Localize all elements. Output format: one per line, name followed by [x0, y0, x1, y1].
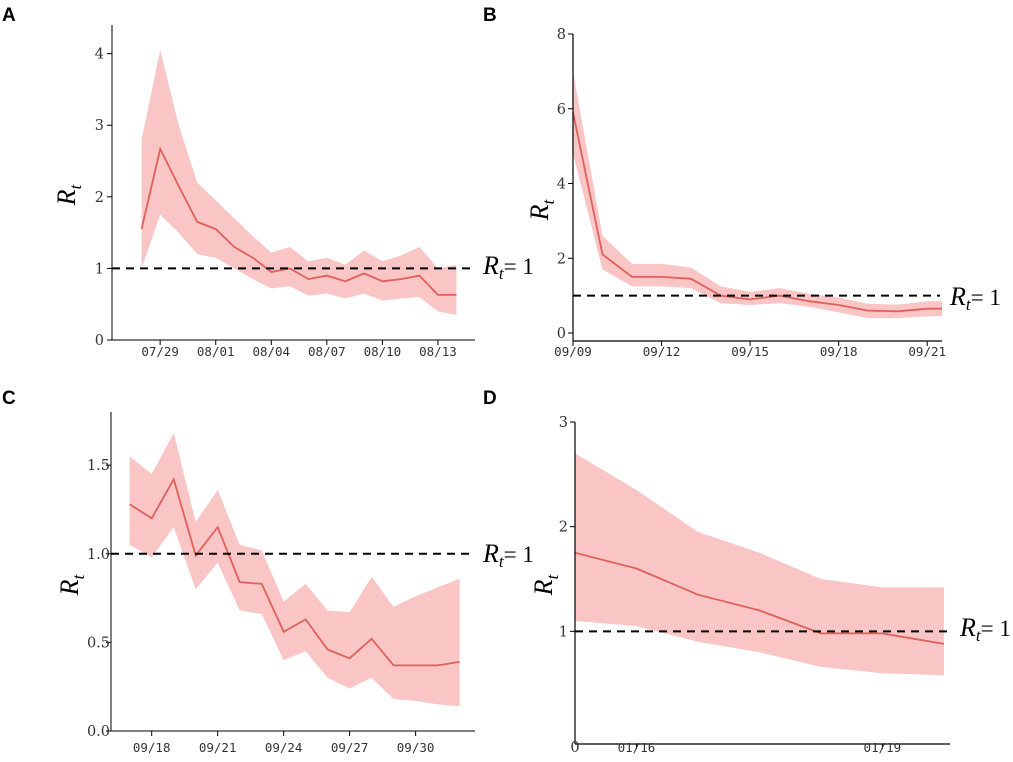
y-tick-label-a: 3 [95, 118, 104, 134]
chart-panel-a: 0 1 2 3 4 07/29 08/01 08/04 08/07 08/10 08/13 Rt Rt=… [52, 25, 534, 359]
y-tick-label-a: 4 [95, 47, 104, 63]
chart-panel-b: 0 2 4 6 8 09/09 09/12 09/15 09/18 09/21 Rt Rt= 1 [525, 27, 1001, 359]
y-tick-label-a: 1 [95, 261, 104, 277]
reference-label-d: Rt= 1 [959, 613, 1011, 645]
x-tick-label-c: 09/21 [199, 740, 237, 755]
rt-line-b [572, 112, 942, 313]
x-tick-label-a: 07/29 [141, 344, 179, 359]
rt-line-c [129, 476, 460, 667]
rt-line-a [140, 146, 457, 296]
y-tick-label-a: 0 [95, 333, 104, 349]
y-tick-label-d: 2 [559, 520, 568, 536]
y-tick-label-b: 2 [557, 251, 566, 267]
y-tick-label-c: 1.5 [87, 458, 110, 474]
y-axis-label-d: Rt [529, 573, 562, 596]
y-tick-label-d: 3 [559, 415, 568, 431]
y-tick-label-b: 8 [557, 27, 566, 43]
chart-panel-c: 0.0 0.5 1.0 1.5 09/18 09/21 09/24 09/27 09/30 Rt R… [55, 412, 534, 755]
origin-label-d: 0 [570, 740, 579, 756]
y-tick-label-a: 2 [95, 190, 104, 206]
y-axis-label-c: Rt [55, 573, 88, 596]
x-tick-label-a: 08/07 [308, 344, 346, 359]
y-axis-label-b: Rt [525, 198, 558, 221]
x-tick-label-a: 08/01 [197, 344, 235, 359]
x-tick-label-c: 09/24 [265, 740, 303, 755]
reference-label-c: Rt= 1 [482, 539, 534, 571]
y-tick-label-b: 0 [557, 326, 566, 342]
panel-label-b: B [483, 5, 497, 26]
y-tick-label-c: 1.0 [87, 547, 110, 563]
x-tick-label-a: 08/04 [252, 344, 290, 359]
confidence-band-a [141, 50, 457, 315]
x-tick-label-a: 08/10 [364, 344, 402, 359]
y-tick-label-d: 1 [559, 624, 568, 640]
x-tick-label-c: 09/27 [331, 740, 369, 755]
chart-panel-d: 1 2 3 0 01/16 01/19 Rt Rt= 1 [529, 415, 1011, 756]
confidence-band-b [573, 71, 942, 319]
panel-label-d: D [483, 388, 497, 409]
y-tick-label-c: 0.5 [87, 635, 110, 651]
x-tick-label-c: 09/30 [397, 740, 435, 755]
y-tick-label-b: 4 [557, 177, 566, 193]
x-tick-label-b: 09/21 [908, 344, 946, 359]
x-tick-label-d: 01/19 [864, 740, 902, 755]
confidence-band-c [129, 433, 460, 707]
x-tick-label-b: 09/15 [731, 344, 769, 359]
x-tick-label-d: 01/16 [618, 740, 656, 755]
x-tick-label-b: 09/12 [643, 344, 681, 359]
y-tick-label-b: 6 [557, 102, 566, 118]
panel-label-a: A [2, 5, 16, 26]
x-tick-label-b: 09/18 [820, 344, 858, 359]
y-tick-label-c: 0.0 [87, 724, 110, 740]
x-tick-label-c: 09/18 [133, 740, 171, 755]
panel-label-c: C [2, 388, 16, 409]
x-tick-label-b: 09/09 [554, 344, 592, 359]
x-tick-label-a: 08/13 [419, 344, 457, 359]
rt-line-d [574, 551, 945, 645]
confidence-band-d [575, 453, 944, 676]
reference-label-a: Rt= 1 [482, 251, 534, 283]
y-axis-label-a: Rt [52, 183, 85, 206]
reference-label-b: Rt= 1 [949, 282, 1001, 314]
